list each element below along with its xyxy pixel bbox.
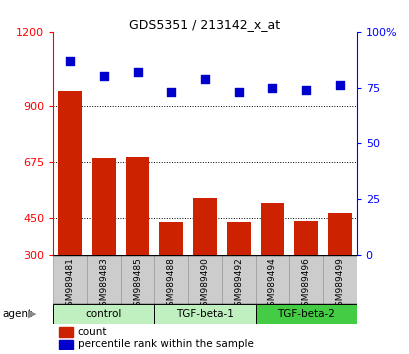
Bar: [255, 304, 356, 324]
Point: [201, 76, 208, 81]
Bar: [193, 198, 216, 329]
Text: GSM989481: GSM989481: [65, 257, 74, 312]
Point: [134, 69, 141, 75]
Bar: [154, 304, 255, 324]
Text: GSM989499: GSM989499: [335, 257, 344, 312]
Text: count: count: [77, 327, 107, 337]
Bar: [327, 212, 351, 329]
Point: [302, 87, 309, 93]
Bar: [255, 255, 289, 304]
Text: percentile rank within the sample: percentile rank within the sample: [77, 339, 253, 349]
Bar: [294, 221, 317, 329]
Point: [336, 82, 342, 88]
Bar: [260, 203, 283, 329]
Point: [168, 89, 174, 95]
Bar: [58, 91, 82, 329]
Bar: [59, 327, 73, 337]
Text: GSM989496: GSM989496: [301, 257, 310, 312]
Bar: [154, 255, 188, 304]
Text: TGF-beta-1: TGF-beta-1: [175, 309, 234, 319]
Text: ▶: ▶: [28, 309, 36, 319]
Bar: [221, 255, 255, 304]
Text: GSM989485: GSM989485: [133, 257, 142, 312]
Text: GSM989494: GSM989494: [267, 257, 276, 312]
Text: GSM989490: GSM989490: [200, 257, 209, 312]
Point: [235, 89, 241, 95]
Bar: [53, 304, 154, 324]
Text: GSM989483: GSM989483: [99, 257, 108, 312]
Bar: [159, 222, 183, 329]
Title: GDS5351 / 213142_x_at: GDS5351 / 213142_x_at: [129, 18, 280, 31]
Bar: [59, 340, 73, 349]
Text: agent: agent: [2, 309, 32, 319]
Point: [268, 85, 275, 90]
Bar: [322, 255, 356, 304]
Bar: [188, 255, 221, 304]
Bar: [120, 255, 154, 304]
Text: TGF-beta-2: TGF-beta-2: [276, 309, 334, 319]
Text: GSM989492: GSM989492: [234, 257, 243, 312]
Bar: [92, 158, 115, 329]
Bar: [289, 255, 322, 304]
Bar: [53, 255, 87, 304]
Text: GSM989488: GSM989488: [166, 257, 175, 312]
Bar: [226, 222, 250, 329]
Bar: [126, 157, 149, 329]
Point: [100, 74, 107, 79]
Bar: [87, 255, 120, 304]
Text: control: control: [85, 309, 122, 319]
Point: [67, 58, 73, 64]
